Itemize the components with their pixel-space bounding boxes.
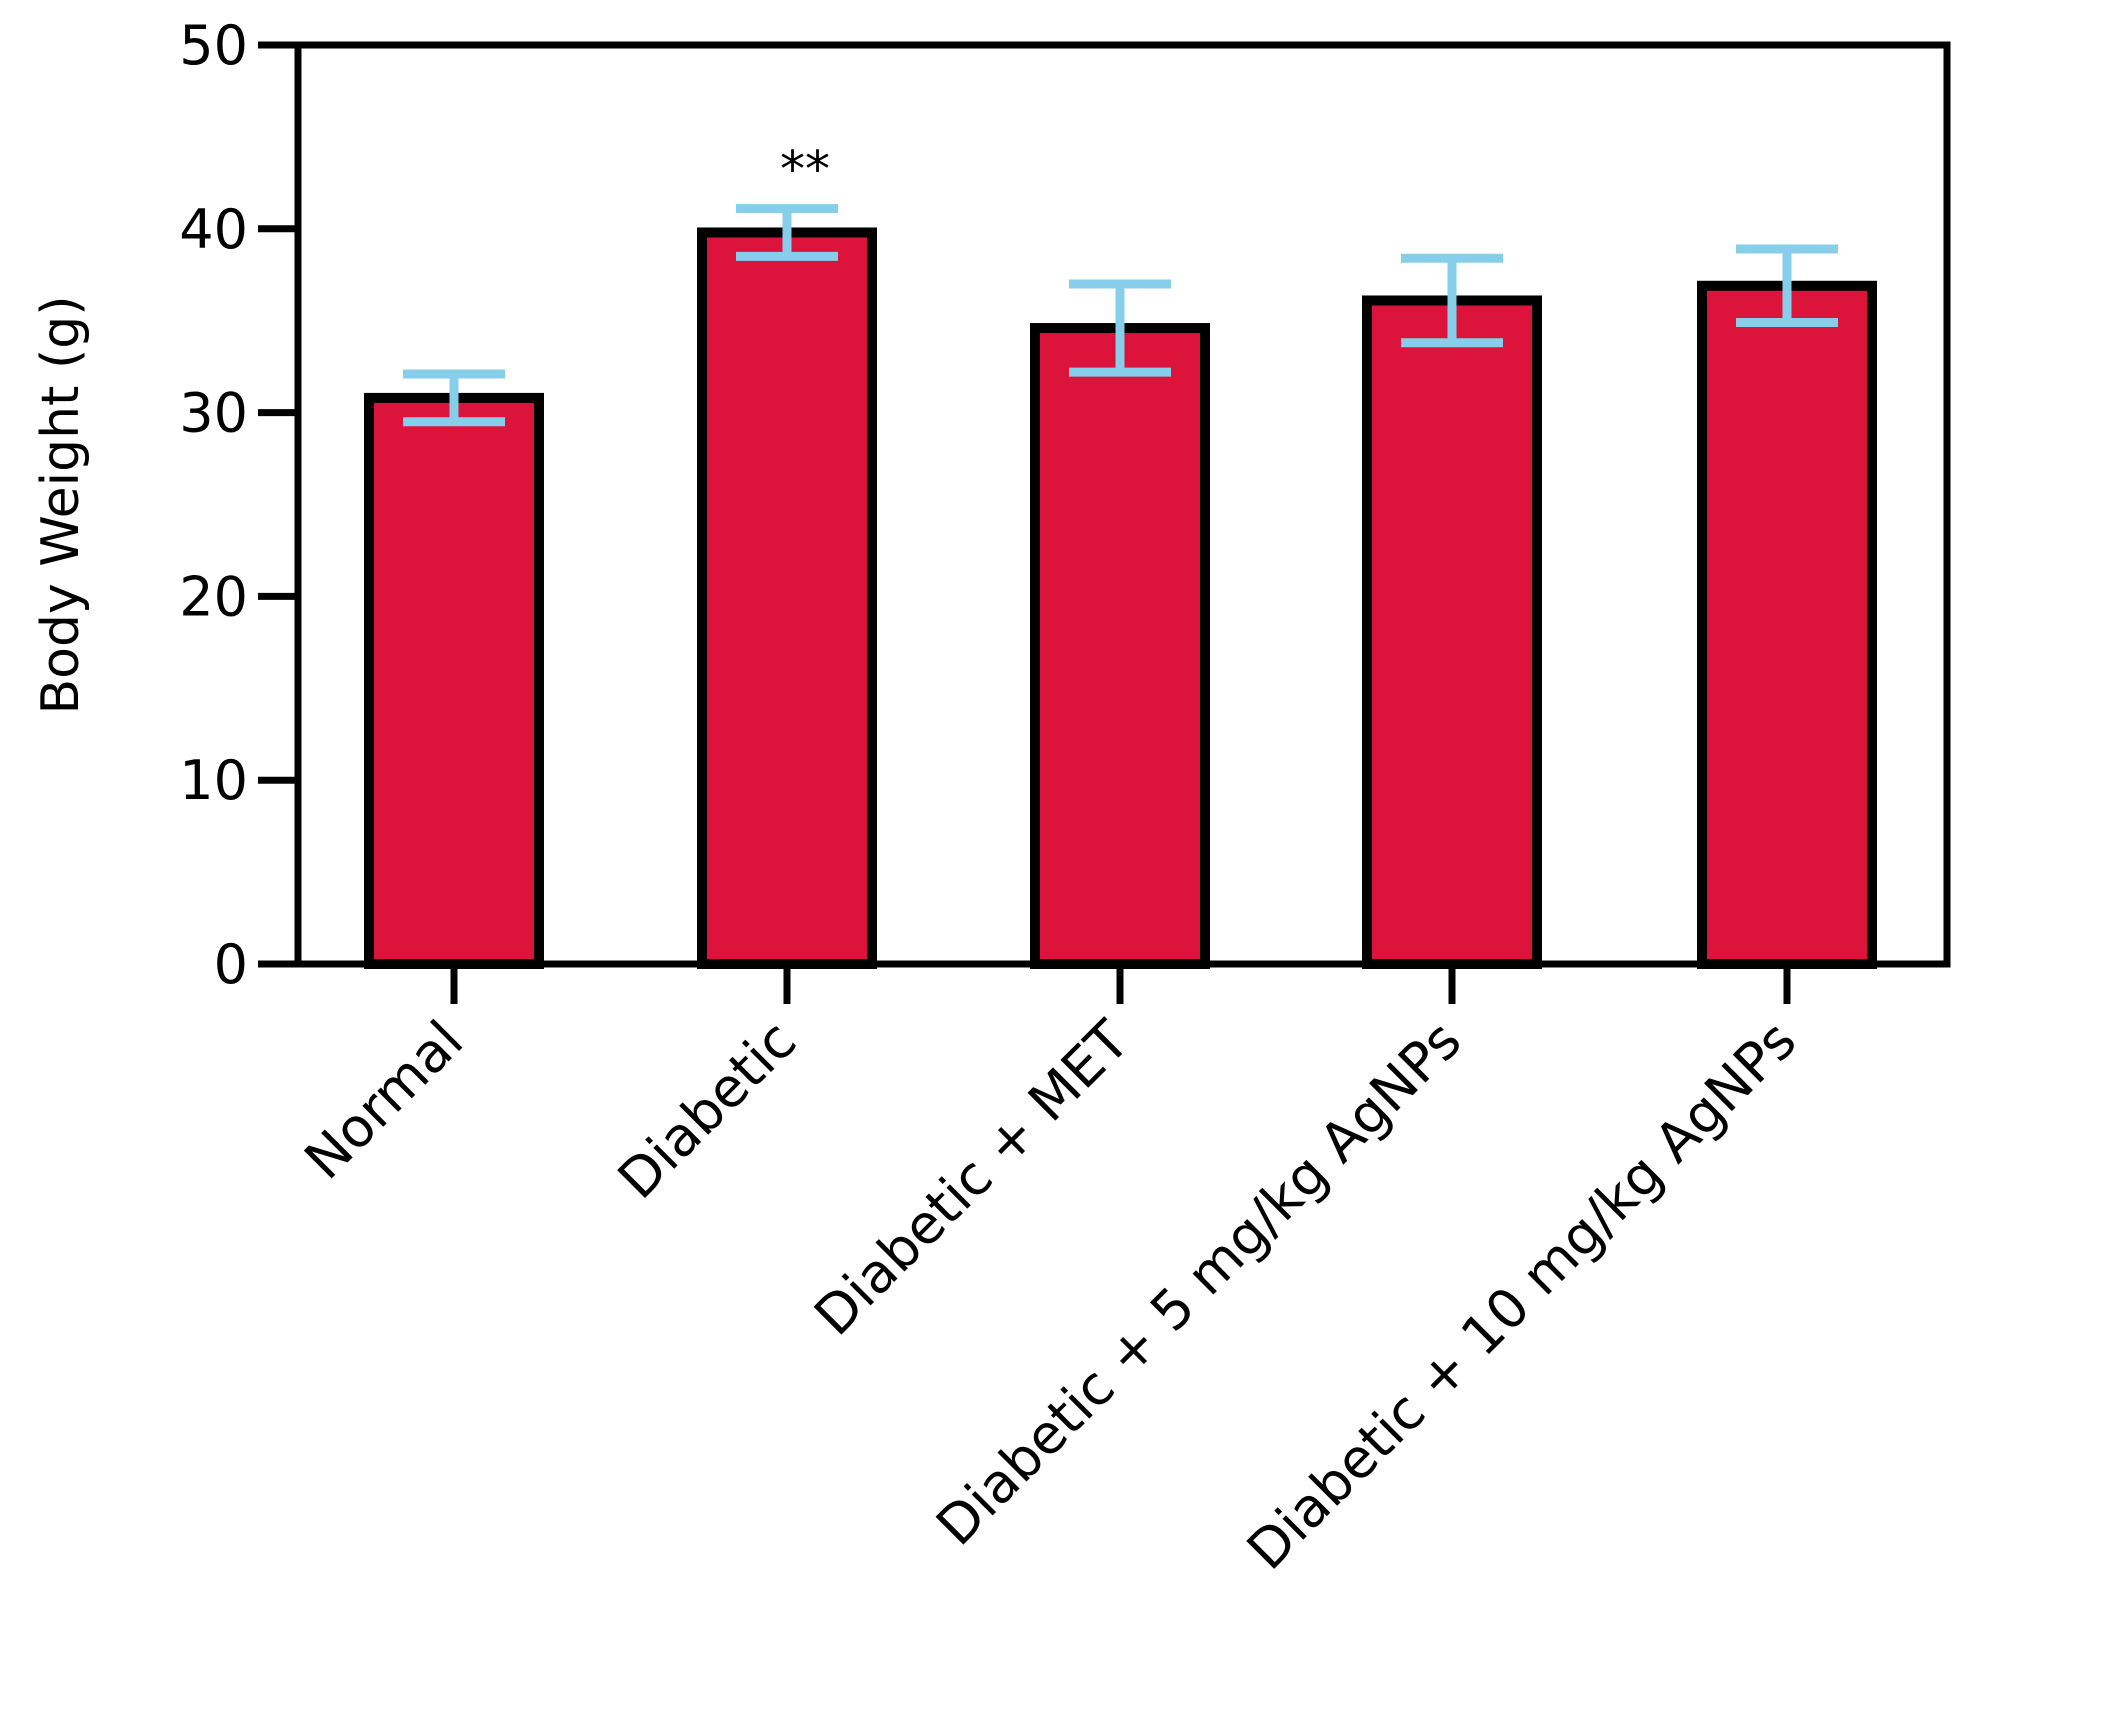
bar xyxy=(1697,280,1877,969)
bar xyxy=(1362,295,1542,969)
y-tick-label: 10 xyxy=(179,749,248,812)
y-tick-label: 30 xyxy=(179,382,248,445)
y-tick-label: 20 xyxy=(179,565,248,628)
y-axis-label: Body Weight (g) xyxy=(31,295,91,714)
y-tick-label: 40 xyxy=(179,198,248,261)
bar xyxy=(1030,323,1210,969)
x-tick-label: Diabetic + MET xyxy=(802,1008,1142,1348)
plot-frame xyxy=(294,41,1951,968)
y-tick-label: 0 xyxy=(214,933,248,996)
x-tick-label: Diabetic + 10 mg/kg AgNPs xyxy=(1235,1009,1808,1582)
x-tick-label: Diabetic xyxy=(606,1009,808,1211)
x-tick-label: Normal xyxy=(292,1009,475,1192)
bar xyxy=(364,392,544,969)
significance-annotation: ** xyxy=(780,141,830,199)
x-tick-label: Diabetic + 5 mg/kg AgNPs xyxy=(924,1009,1473,1558)
bar xyxy=(697,227,877,969)
y-tick-label: 50 xyxy=(179,14,248,77)
